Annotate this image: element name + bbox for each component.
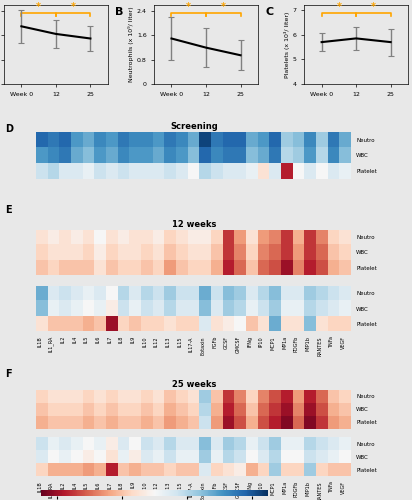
Text: E: E xyxy=(5,205,12,215)
Text: *: * xyxy=(221,2,226,12)
Text: D: D xyxy=(5,124,13,134)
Title: Screening: Screening xyxy=(170,122,218,131)
Text: F: F xyxy=(5,368,12,378)
Y-axis label: Platelets (x 10³/ liter): Platelets (x 10³/ liter) xyxy=(284,12,290,78)
Title: 25 weeks: 25 weeks xyxy=(172,380,216,389)
Text: B: B xyxy=(115,6,123,16)
Text: C: C xyxy=(265,6,273,16)
Text: *: * xyxy=(70,2,76,12)
Text: *: * xyxy=(186,2,191,12)
Y-axis label: Neutrophils (x 10⁹/ liter): Neutrophils (x 10⁹/ liter) xyxy=(128,7,134,82)
Text: *: * xyxy=(36,2,41,12)
Text: *: * xyxy=(336,2,342,12)
Title: 12 weeks: 12 weeks xyxy=(172,220,216,229)
Text: *: * xyxy=(371,2,376,12)
